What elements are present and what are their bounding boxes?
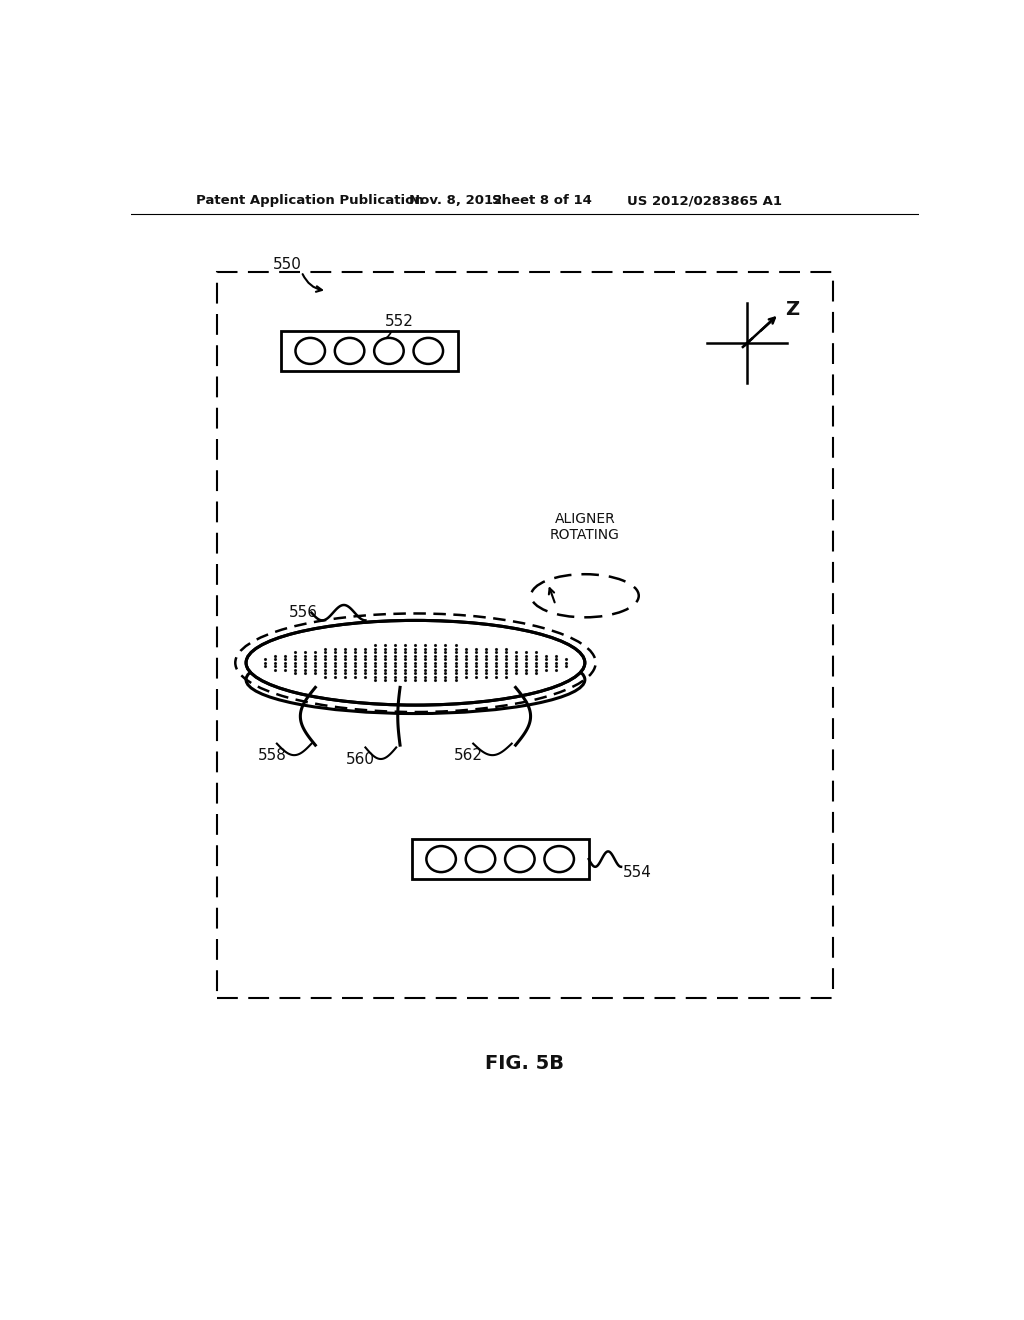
- Text: 556: 556: [289, 605, 317, 620]
- Bar: [412, 840, 589, 879]
- Bar: [281, 331, 458, 371]
- Ellipse shape: [374, 338, 403, 364]
- Text: US 2012/0283865 A1: US 2012/0283865 A1: [628, 194, 782, 207]
- Ellipse shape: [545, 846, 573, 873]
- Ellipse shape: [296, 338, 325, 364]
- Ellipse shape: [426, 846, 456, 873]
- Ellipse shape: [466, 846, 496, 873]
- Ellipse shape: [335, 338, 365, 364]
- Text: 562: 562: [454, 747, 483, 763]
- Text: 550: 550: [273, 257, 302, 272]
- Text: 552: 552: [385, 314, 414, 329]
- Text: FIG. 5B: FIG. 5B: [485, 1053, 564, 1073]
- Ellipse shape: [414, 338, 443, 364]
- Text: ALIGNER
ROTATING: ALIGNER ROTATING: [550, 512, 620, 543]
- Text: Patent Application Publication: Patent Application Publication: [196, 194, 424, 207]
- Text: Sheet 8 of 14: Sheet 8 of 14: [493, 194, 592, 207]
- Ellipse shape: [246, 645, 585, 714]
- Text: Nov. 8, 2012: Nov. 8, 2012: [410, 194, 503, 207]
- Text: Z: Z: [785, 300, 799, 319]
- Bar: [217, 272, 833, 998]
- Text: 560: 560: [346, 751, 375, 767]
- Text: 558: 558: [258, 747, 287, 763]
- Text: 554: 554: [624, 866, 652, 880]
- Ellipse shape: [505, 846, 535, 873]
- Ellipse shape: [246, 620, 585, 705]
